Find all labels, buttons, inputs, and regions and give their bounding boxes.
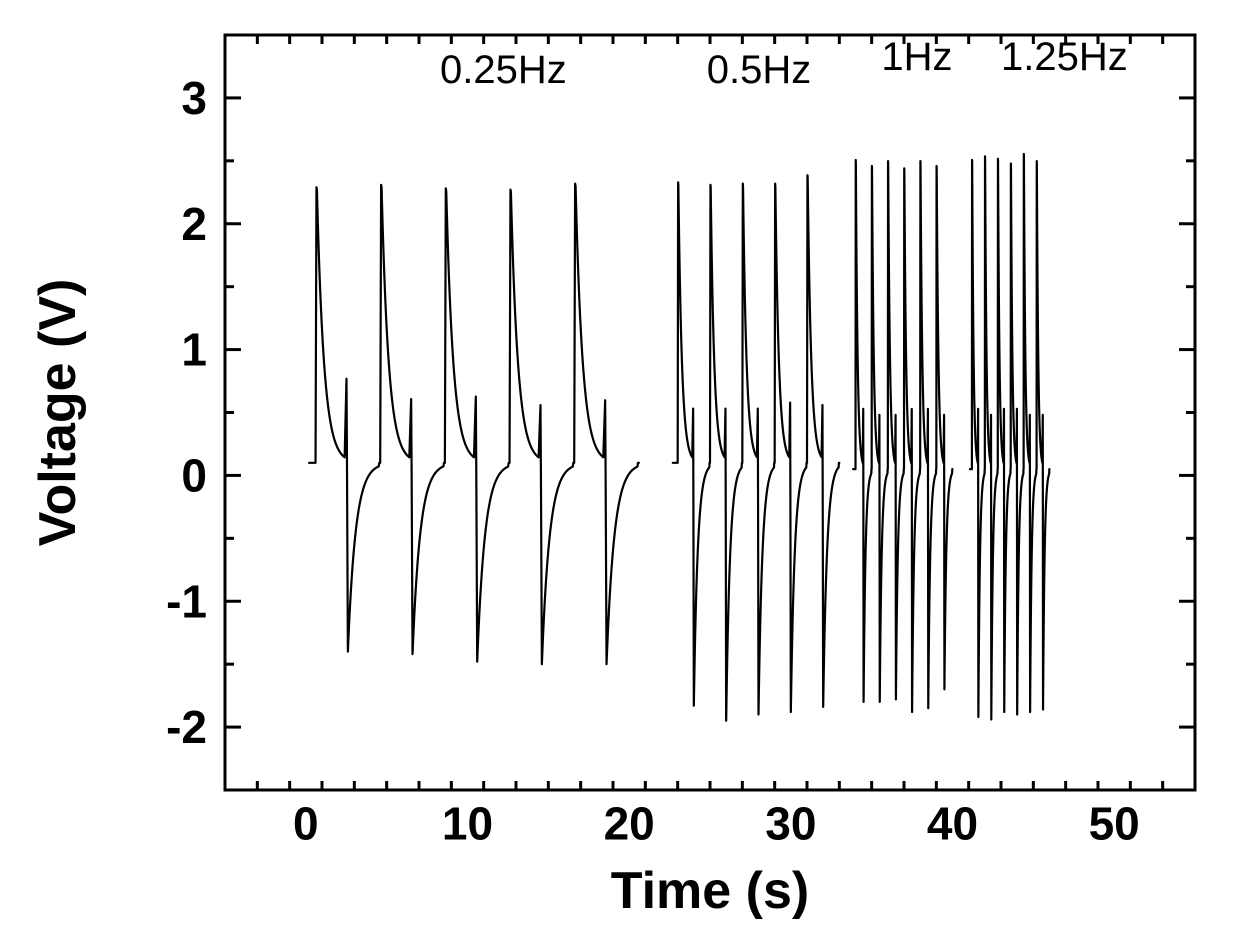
x-axis-label: Time (s) xyxy=(611,862,809,920)
y-axis-label: Voltage (V) xyxy=(29,279,87,547)
y-tick-label: -1 xyxy=(166,575,207,627)
x-tick-label: 40 xyxy=(927,798,978,850)
x-tick-label: 20 xyxy=(604,798,655,850)
y-tick-label: 0 xyxy=(181,450,207,502)
y-tick-label: 1 xyxy=(181,324,207,376)
y-tick-label: -2 xyxy=(166,701,207,753)
annotation: 1Hz xyxy=(881,35,952,79)
x-tick-label: 10 xyxy=(442,798,493,850)
annotation: 1.25Hz xyxy=(1001,35,1128,79)
y-tick-label: 3 xyxy=(181,72,207,124)
annotation: 0.5Hz xyxy=(707,48,812,92)
x-tick-label: 30 xyxy=(765,798,816,850)
y-tick-label: 2 xyxy=(181,198,207,250)
x-tick-label: 50 xyxy=(1089,798,1140,850)
voltage-time-chart: 0 10 20 30 40 50 -2 -1 0 1 2 3 Time (s) Voltage (V) 0.… xyxy=(0,0,1240,948)
chart-svg: 0 10 20 30 40 50 -2 -1 0 1 2 3 Time (s) Voltage (V) 0.… xyxy=(0,0,1240,948)
annotation: 0.25Hz xyxy=(440,48,567,92)
x-tick-label: 0 xyxy=(293,798,319,850)
